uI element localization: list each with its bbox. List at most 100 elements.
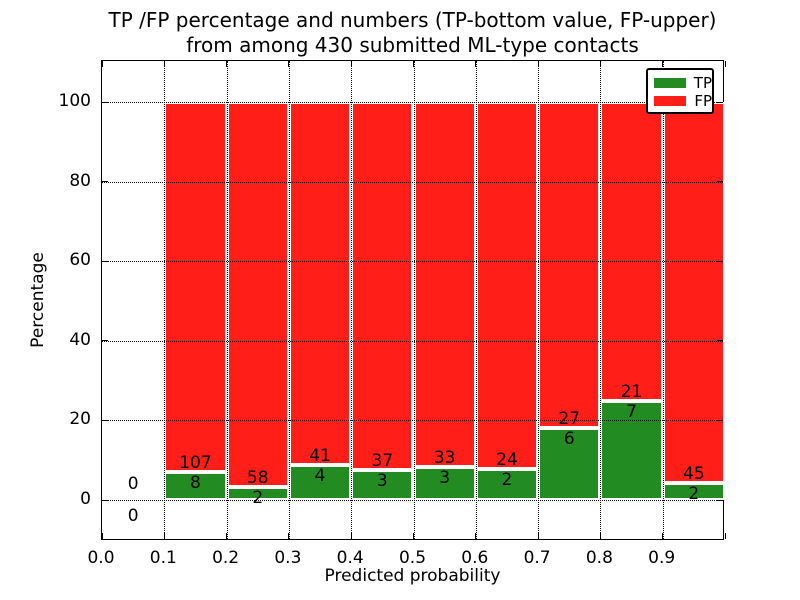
gridline-x-0.6 bbox=[475, 61, 477, 539]
bar-tp-0.3 bbox=[288, 464, 352, 500]
legend: TP FP bbox=[646, 68, 714, 114]
y-tick-label-100: 100 bbox=[58, 91, 91, 111]
chart-title: TP /FP percentage and numbers (TP-bottom… bbox=[101, 8, 724, 58]
y-tick-mark-left bbox=[102, 101, 108, 103]
x-tick-mark-top bbox=[537, 61, 539, 67]
bar-fp-0.1 bbox=[164, 102, 227, 473]
bar-fp-0.6 bbox=[475, 102, 539, 470]
tp-count-label: 0 bbox=[127, 506, 139, 526]
bar-tp-0.1 bbox=[164, 472, 227, 500]
x-tick-mark-bottom bbox=[163, 533, 165, 539]
fp-count-label: 21 bbox=[620, 381, 643, 402]
y-tick-label-20: 20 bbox=[69, 409, 91, 430]
x-tick-label-0.0: 0.0 bbox=[87, 548, 115, 568]
gridline-x-0.5 bbox=[413, 61, 415, 539]
chart-title-line2: from among 430 submitted ML-type contact… bbox=[186, 33, 639, 57]
bar-tp-0.7 bbox=[538, 427, 601, 500]
x-tick-label-0.3: 0.3 bbox=[274, 548, 302, 568]
x-tick-mark-bottom bbox=[475, 533, 477, 539]
fp-count-label: 41 bbox=[309, 445, 331, 466]
x-tick-label-0.8: 0.8 bbox=[585, 548, 613, 568]
x-axis-label: Predicted probability bbox=[324, 566, 501, 586]
x-tick-mark-bottom bbox=[662, 533, 664, 539]
y-tick-mark-right bbox=[717, 340, 723, 342]
x-tick-mark-top bbox=[101, 61, 103, 67]
tp-count-label: 2 bbox=[252, 487, 264, 508]
y-tick-mark-right bbox=[717, 260, 723, 262]
x-tick-mark-bottom bbox=[537, 533, 539, 539]
tp-count-label: 6 bbox=[563, 428, 575, 449]
x-tick-mark-bottom bbox=[288, 533, 290, 539]
x-tick-mark-bottom bbox=[724, 533, 726, 539]
y-tick-label-40: 40 bbox=[69, 329, 91, 350]
tp-count-label: 3 bbox=[439, 467, 451, 488]
y-tick-mark-left bbox=[102, 181, 108, 183]
x-tick-mark-bottom bbox=[226, 533, 228, 539]
gridline-y-0 bbox=[102, 500, 723, 501]
gridline-x-0.2 bbox=[226, 61, 228, 539]
x-tick-mark-top bbox=[163, 61, 165, 67]
x-tick-label-0.6: 0.6 bbox=[461, 548, 489, 568]
x-tick-mark-bottom bbox=[599, 533, 601, 539]
gridline-x-0.4 bbox=[351, 61, 353, 539]
x-tick-label-0.4: 0.4 bbox=[336, 548, 364, 568]
bar-tp-0.9 bbox=[662, 483, 725, 500]
x-tick-mark-top bbox=[226, 61, 228, 67]
gridline-x-0.9 bbox=[662, 61, 664, 539]
y-tick-mark-right bbox=[717, 499, 723, 501]
x-tick-mark-top bbox=[662, 61, 664, 67]
bar-tp-0.2 bbox=[226, 486, 289, 500]
x-tick-mark-top bbox=[475, 61, 477, 67]
bar-fp-0.5 bbox=[413, 102, 476, 467]
gridline-y-60 bbox=[102, 261, 723, 263]
tp-count-label: 7 bbox=[626, 401, 637, 422]
gridline-y-20 bbox=[102, 420, 723, 422]
bar-fp-0.9 bbox=[662, 102, 725, 484]
tp-count-label: 2 bbox=[688, 484, 700, 505]
gridline-x-0.7 bbox=[538, 61, 540, 539]
tp-count-label: 8 bbox=[190, 473, 201, 494]
plot-area: 0 0 107 8 58 2 41 4 37 3 33 3 24 2 27 6 21 7 45 2 bbox=[101, 60, 726, 540]
gridline-y-80 bbox=[102, 181, 723, 183]
y-tick-label-80: 80 bbox=[69, 170, 91, 191]
bar-fp-0.7 bbox=[538, 102, 601, 428]
fp-count-label: 0 bbox=[127, 474, 139, 494]
legend-item-fp: FP bbox=[648, 92, 712, 110]
y-tick-mark-right bbox=[717, 419, 723, 421]
y-tick-mark-left bbox=[102, 260, 108, 262]
fp-count-label: 24 bbox=[496, 450, 518, 471]
x-tick-mark-top bbox=[350, 61, 352, 67]
x-tick-mark-top bbox=[288, 61, 290, 67]
fp-color-swatch bbox=[654, 96, 687, 106]
y-tick-mark-right bbox=[717, 101, 723, 103]
gridline-y-100 bbox=[102, 102, 723, 103]
tp-color-swatch bbox=[654, 78, 686, 88]
y-tick-mark-left bbox=[102, 340, 108, 342]
x-tick-mark-bottom bbox=[413, 533, 414, 539]
gridline-x-0.8 bbox=[600, 61, 602, 539]
y-tick-mark-left bbox=[102, 419, 108, 421]
bar-tp-0.4 bbox=[351, 470, 414, 500]
bar-fp-0.4 bbox=[351, 102, 414, 471]
bar-fp-0.2 bbox=[226, 102, 289, 487]
x-tick-mark-bottom bbox=[350, 533, 352, 539]
bar-tp-0.5 bbox=[413, 466, 476, 500]
bar-tp-0.6 bbox=[475, 469, 539, 500]
fp-count-label: 107 bbox=[179, 453, 212, 474]
legend-label-tp: TP bbox=[693, 74, 712, 92]
fp-count-label: 45 bbox=[683, 464, 705, 485]
tp-count-label: 3 bbox=[376, 471, 388, 492]
x-tick-mark-bottom bbox=[101, 533, 103, 539]
x-tick-label-0.5: 0.5 bbox=[398, 548, 427, 568]
gridline-x-0.3 bbox=[288, 61, 290, 539]
gridline-x-0.1 bbox=[164, 61, 166, 539]
tp-count-label: 2 bbox=[501, 470, 513, 491]
x-tick-label-0.1: 0.1 bbox=[149, 548, 177, 568]
legend-label-fp: FP bbox=[694, 92, 712, 110]
x-tick-mark-top bbox=[599, 61, 601, 67]
bar-fp-0.3 bbox=[288, 102, 352, 465]
fp-count-label: 27 bbox=[558, 408, 581, 429]
gridline-y-40 bbox=[102, 340, 723, 342]
y-tick-label-0: 0 bbox=[80, 489, 91, 509]
